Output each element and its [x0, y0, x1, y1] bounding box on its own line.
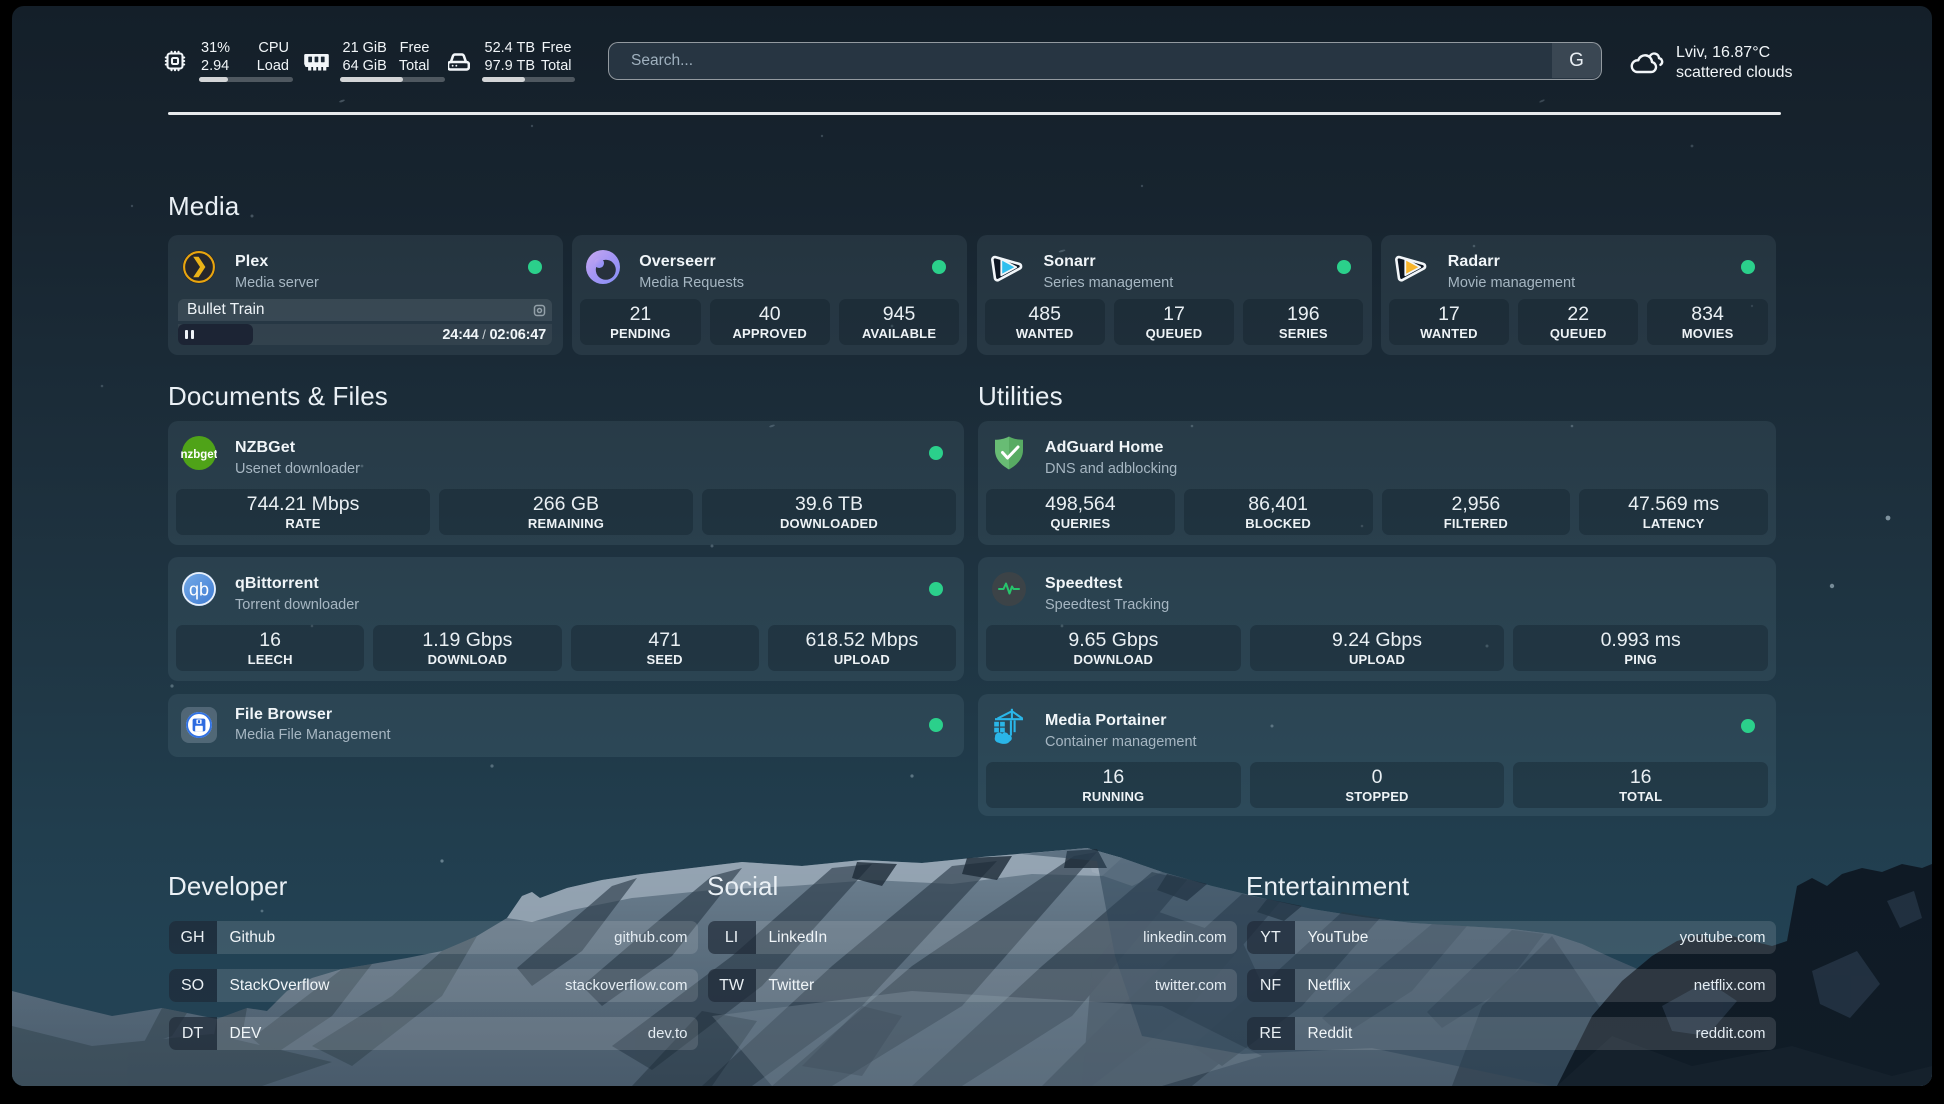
svg-text:qb: qb [189, 580, 209, 600]
svg-text:nzbget: nzbget [181, 449, 217, 461]
